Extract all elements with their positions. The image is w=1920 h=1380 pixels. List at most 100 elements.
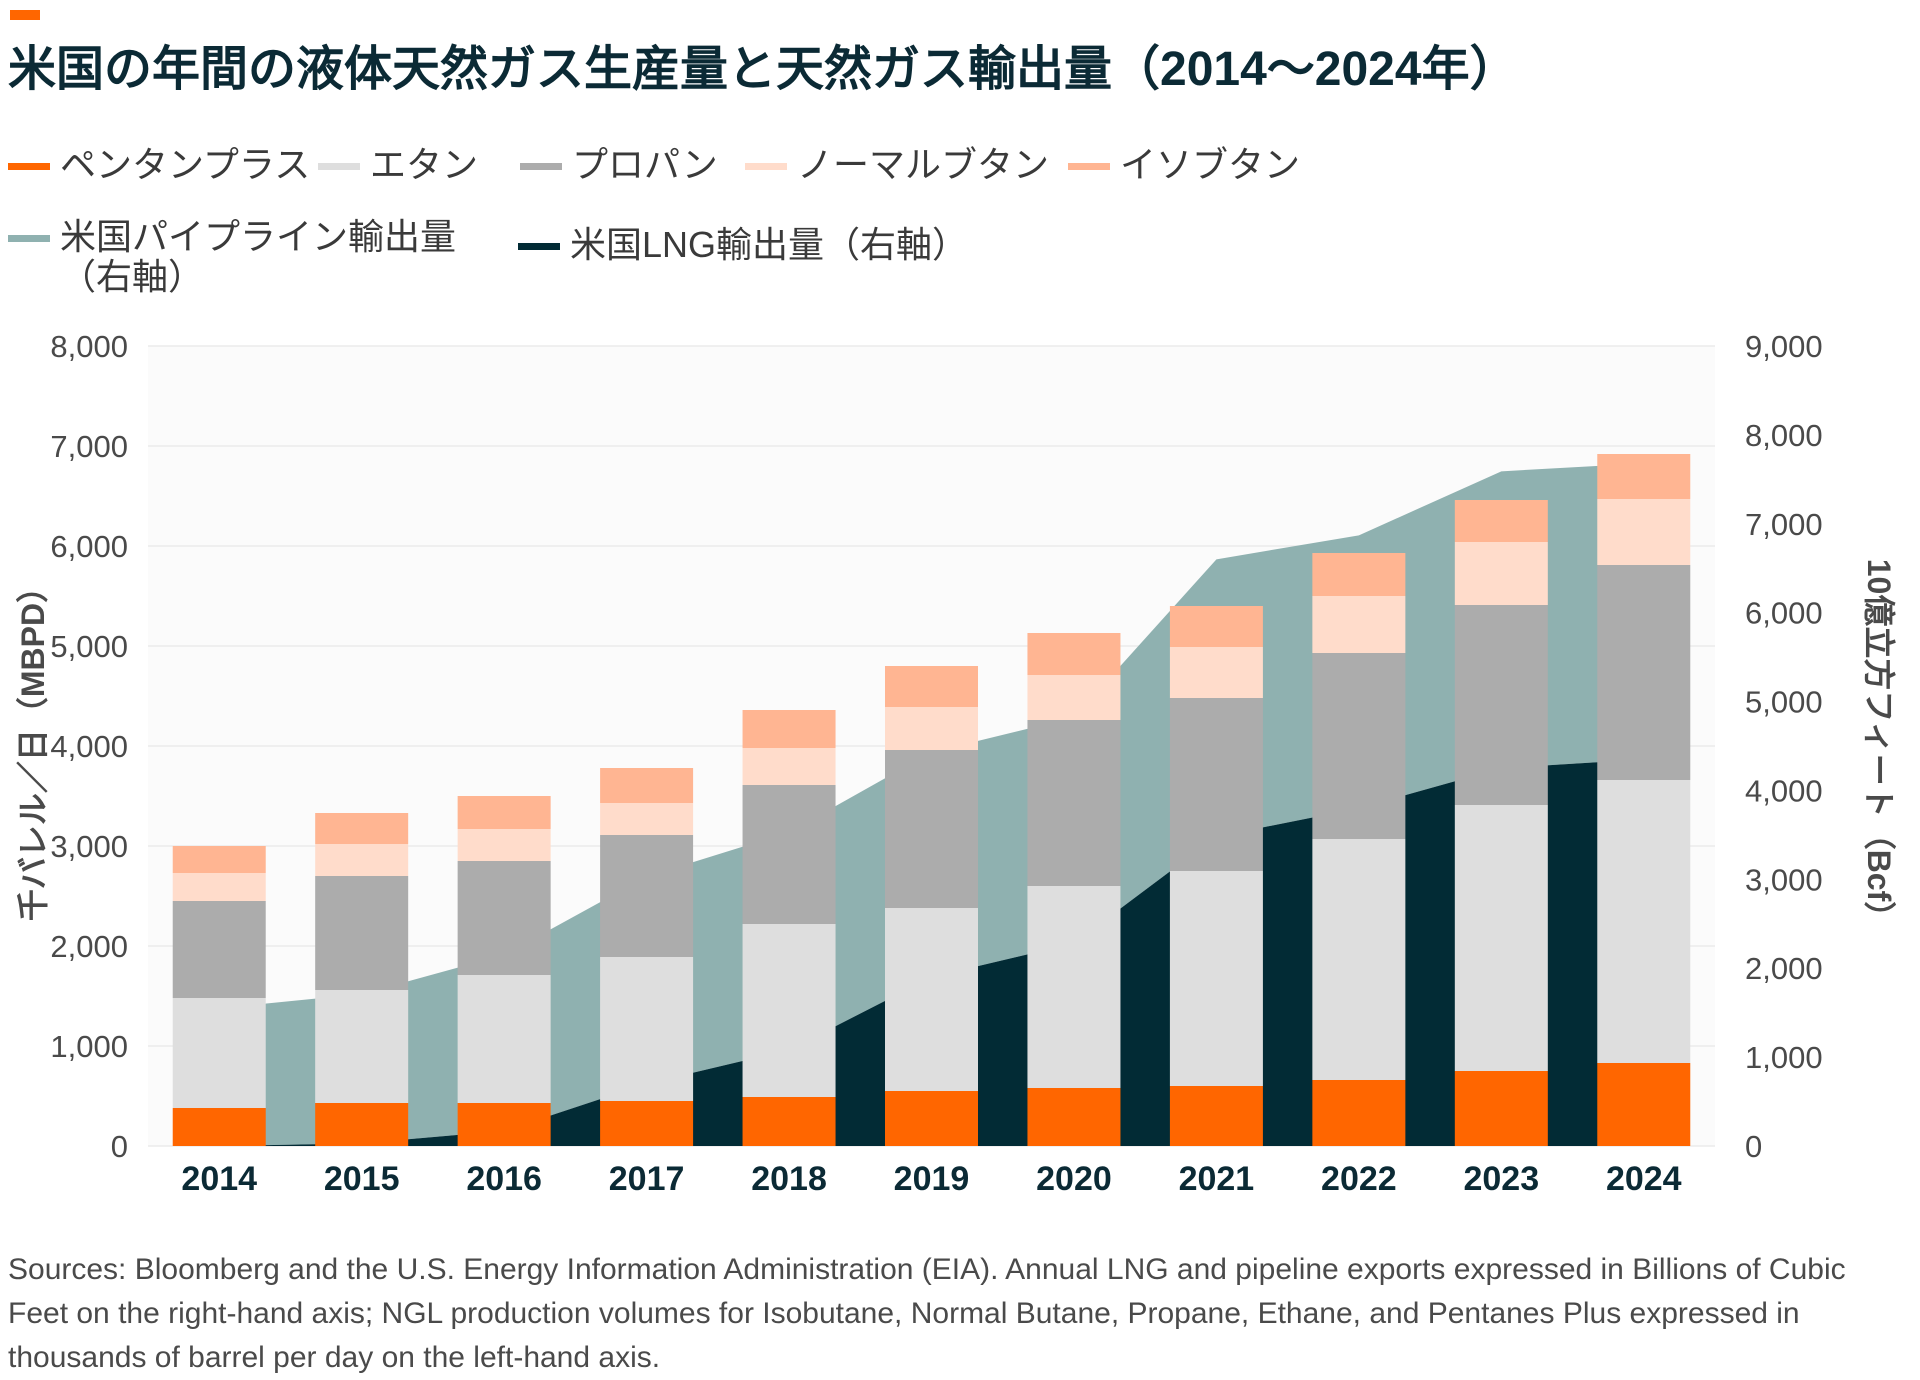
bar-segment-ethane xyxy=(1027,886,1121,1088)
legend-label: 米国LNG輸出量（右軸） xyxy=(570,224,969,265)
bar-segment-ethane xyxy=(885,908,978,1091)
x-tick-label: 2015 xyxy=(324,1160,400,1198)
bar-segment-normal-butane xyxy=(885,707,978,750)
bar-segment-propane xyxy=(1454,605,1548,805)
legend-swatch xyxy=(8,163,50,170)
bar-segment-isobutane xyxy=(742,710,836,748)
bar-segment-normal-butane xyxy=(600,803,694,835)
bar-segment-propane xyxy=(315,876,409,990)
legend-swatch xyxy=(520,163,562,170)
bar-segment-propane xyxy=(1027,720,1121,886)
x-tick-label: 2014 xyxy=(181,1160,257,1198)
legend-swatch xyxy=(318,163,360,170)
y-tick-label-left: 2,000 xyxy=(50,929,128,964)
legend-item-pentanes-plus: ペンタンプラス xyxy=(8,145,310,185)
bar-segment-isobutane xyxy=(1027,633,1121,675)
y-tick-label-left: 7,000 xyxy=(50,429,128,464)
bar-segment-ethane xyxy=(1597,780,1691,1063)
y-tick-label-right: 8,000 xyxy=(1745,418,1823,453)
bar-segment-normal-butane xyxy=(315,844,409,876)
axes: 0 1,000 2,000 3,000 4,000 5,000 6,000 7,000 8,00… xyxy=(15,329,1897,1198)
x-tick-label: 2023 xyxy=(1463,1160,1539,1198)
bar-segment-normal-butane xyxy=(1597,499,1691,565)
bar-segment-pentanes-plus xyxy=(885,1091,978,1146)
y-tick-label-right: 6,000 xyxy=(1745,596,1823,631)
bar-segment-propane xyxy=(1169,698,1263,871)
bar-segment-normal-butane xyxy=(1027,675,1121,720)
legend-swatch xyxy=(745,163,787,170)
legend-label: 米国パイプライン輸出量 （右軸） xyxy=(60,216,457,297)
bar-segment-pentanes-plus xyxy=(1169,1086,1263,1146)
bar-segment-isobutane xyxy=(1454,500,1548,542)
y-tick-label-right: 0 xyxy=(1745,1129,1762,1164)
bar-segment-normal-butane xyxy=(742,748,836,785)
bar-segment-ethane xyxy=(172,998,266,1108)
ngl-bars xyxy=(172,454,1691,1146)
bar-segment-propane xyxy=(172,901,266,998)
legend-item-pipeline-exports: 米国パイプライン輸出量 （右軸） xyxy=(8,217,456,297)
y-axis-title-right: 10億立方フィート（Bcf） xyxy=(1861,559,1897,934)
legend: ペンタンプラス エタン プロパン ノーマルブタン イソブタン 米国パイプライン輸… xyxy=(0,145,1920,305)
bar-segment-ethane xyxy=(1169,871,1263,1086)
bar-segment-isobutane xyxy=(1597,454,1691,499)
y-tick-label-left: 6,000 xyxy=(50,529,128,564)
bar-segment-isobutane xyxy=(885,666,978,707)
bar-segment-ethane xyxy=(600,957,694,1101)
bar-segment-isobutane xyxy=(1169,606,1263,647)
bar-segment-pentanes-plus xyxy=(315,1103,409,1146)
bar-segment-pentanes-plus xyxy=(1454,1071,1548,1146)
legend-item-propane: プロパン xyxy=(520,145,718,185)
y-tick-label-right: 1,000 xyxy=(1745,1040,1823,1075)
y-tick-label-left: 5,000 xyxy=(50,629,128,664)
legend-swatch xyxy=(518,243,560,250)
x-tick-label: 2018 xyxy=(751,1160,827,1198)
bar-segment-normal-butane xyxy=(457,829,551,861)
lng-exports-area xyxy=(219,759,1644,1146)
x-tick-label: 2021 xyxy=(1179,1160,1255,1198)
legend-item-isobutane: イソブタン xyxy=(1068,145,1300,185)
legend-label: イソブタン xyxy=(1120,144,1301,185)
bar-segment-pentanes-plus xyxy=(172,1108,266,1146)
legend-item-ethane: エタン xyxy=(318,145,478,185)
chart: 0 1,000 2,000 3,000 4,000 5,000 6,000 7,000 8,00… xyxy=(15,329,1897,1198)
bar-segment-isobutane xyxy=(172,846,266,873)
x-tick-label: 2019 xyxy=(894,1160,970,1198)
bar-segment-pentanes-plus xyxy=(457,1103,551,1146)
bar-segment-ethane xyxy=(1312,839,1406,1080)
y-tick-label-right: 3,000 xyxy=(1745,862,1823,897)
bar-segment-pentanes-plus xyxy=(1312,1080,1406,1146)
y-tick-label-right: 7,000 xyxy=(1745,507,1823,542)
brand-mark xyxy=(10,10,40,20)
legend-label: ペンタンプラス xyxy=(60,144,311,185)
legend-item-lng-exports: 米国LNG輸出量（右軸） xyxy=(518,225,968,265)
bar-segment-pentanes-plus xyxy=(1597,1063,1691,1146)
legend-swatch xyxy=(1068,163,1110,170)
bar-segment-ethane xyxy=(457,975,551,1103)
bar-segment-ethane xyxy=(315,990,409,1103)
legend-swatch xyxy=(8,235,50,242)
x-tick-label: 2022 xyxy=(1321,1160,1397,1198)
x-tick-label: 2016 xyxy=(466,1160,542,1198)
bar-segment-pentanes-plus xyxy=(1027,1088,1121,1146)
x-tick-label: 2020 xyxy=(1036,1160,1112,1198)
bar-segment-ethane xyxy=(742,924,836,1097)
bar-segment-isobutane xyxy=(315,813,409,844)
x-tick-label: 2024 xyxy=(1606,1160,1682,1198)
bar-segment-propane xyxy=(457,861,551,975)
y-tick-label-right: 9,000 xyxy=(1745,329,1823,364)
legend-label: ノーマルブタン xyxy=(797,144,1050,185)
y-tick-label-right: 2,000 xyxy=(1745,951,1823,986)
bar-segment-normal-butane xyxy=(1169,647,1263,698)
bar-segment-propane xyxy=(1597,565,1691,780)
y-tick-label-left: 1,000 xyxy=(50,1029,128,1064)
bar-segment-propane xyxy=(742,785,836,924)
chart-title: 米国の年間の液体天然ガス生産量と天然ガス輸出量（2014〜2024年） xyxy=(8,43,1518,96)
y-tick-label-right: 5,000 xyxy=(1745,685,1823,720)
y-tick-label-left: 4,000 xyxy=(50,729,128,764)
bar-segment-ethane xyxy=(1454,805,1548,1071)
bar-segment-pentanes-plus xyxy=(600,1101,694,1146)
legend-label: プロパン xyxy=(572,144,718,185)
legend-label: エタン xyxy=(370,144,479,185)
bar-segment-propane xyxy=(885,750,978,908)
y-tick-label-left: 0 xyxy=(111,1129,128,1164)
